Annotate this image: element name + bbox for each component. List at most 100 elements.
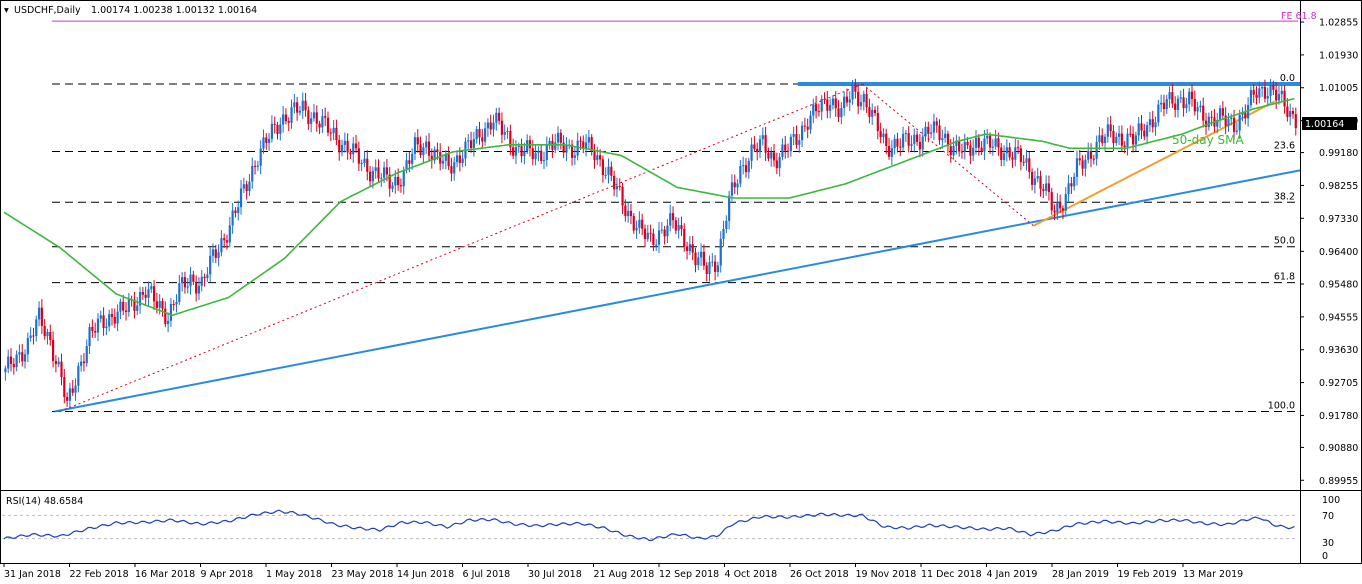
candle-body <box>873 109 877 114</box>
candle-body <box>270 123 273 139</box>
candle-body <box>747 160 750 173</box>
price-tick-label-1: 1.01930 <box>1319 50 1358 61</box>
candle-body <box>124 310 128 312</box>
candle-body <box>195 281 198 294</box>
candle-body <box>478 129 481 138</box>
candle-body <box>941 138 944 141</box>
date-tick-label-3: 9 Apr 2018 <box>201 569 254 580</box>
candle-body <box>203 276 206 279</box>
candle-body <box>624 205 627 217</box>
candle-body <box>127 299 130 312</box>
candle-body <box>66 397 69 401</box>
candle-body <box>778 156 781 169</box>
candle-body <box>68 388 72 401</box>
candle-body <box>974 137 978 148</box>
candle-body <box>666 225 669 237</box>
candle-body <box>775 160 778 169</box>
candle-body <box>986 135 989 139</box>
candle-body <box>1249 90 1253 105</box>
candle-body <box>141 291 144 295</box>
candle-body <box>742 165 745 167</box>
candle-body <box>851 84 854 100</box>
candle-body <box>113 316 116 324</box>
candle-body <box>343 140 346 145</box>
candle-body <box>988 135 992 148</box>
candle-body <box>23 354 27 362</box>
candle-body <box>845 96 849 103</box>
candle-body <box>138 291 142 306</box>
price-tick-label-6: 0.97330 <box>1319 214 1358 225</box>
candle-body <box>63 377 66 398</box>
candle-body <box>708 262 711 275</box>
candle-body <box>245 184 248 192</box>
candle-body <box>1039 176 1042 189</box>
candle-body <box>812 104 815 116</box>
candle-body <box>674 220 677 231</box>
candle-body <box>332 127 335 134</box>
candle-body <box>610 166 613 176</box>
candle-body <box>1123 145 1126 148</box>
candle-body <box>57 361 60 365</box>
candle-body <box>167 320 170 324</box>
candle-body <box>1182 97 1185 109</box>
candle-body <box>719 238 722 266</box>
candle-body <box>506 131 509 133</box>
candle-body <box>966 141 969 146</box>
candle-body <box>450 166 453 174</box>
fib-label-2: 38.2 <box>1274 191 1295 202</box>
candle-body <box>1042 188 1045 191</box>
candle-body <box>234 210 237 214</box>
candle-body <box>338 139 341 153</box>
candle-body <box>918 141 921 150</box>
candle-body <box>576 140 579 156</box>
candle-body <box>335 127 338 140</box>
candle-body <box>248 181 251 192</box>
candle-body <box>217 252 220 258</box>
candle-body <box>1230 117 1233 120</box>
price-tick-label-4: 0.99180 <box>1319 148 1358 159</box>
candle-body <box>214 249 217 258</box>
candle-body <box>756 148 759 153</box>
candle-body <box>694 252 697 266</box>
candle-body <box>1199 105 1202 108</box>
candle-body <box>997 138 1000 148</box>
candle-body <box>593 150 596 161</box>
candle-body <box>635 227 638 231</box>
candle-body <box>1263 86 1267 99</box>
candle-body <box>147 289 150 298</box>
candle-body <box>1275 89 1278 101</box>
candle-body <box>781 144 784 157</box>
candle-body <box>242 184 245 189</box>
candle-body <box>784 144 787 151</box>
candle-body <box>321 116 324 128</box>
candle-body <box>1101 135 1104 144</box>
candle-body <box>837 108 840 118</box>
sma-annotation: 50-day SMA <box>1172 133 1244 147</box>
candle-body <box>848 99 851 103</box>
candle-body <box>921 136 924 150</box>
candle-body <box>357 148 360 164</box>
candle-body <box>983 138 986 152</box>
candle-body <box>744 165 748 173</box>
candle-body <box>927 126 930 134</box>
candle-body <box>489 122 492 130</box>
candle-body <box>910 143 913 146</box>
candle-body <box>43 325 46 337</box>
candle-body <box>312 112 316 119</box>
price-tick-label-5: 0.98255 <box>1319 181 1358 192</box>
candle-body <box>475 129 478 140</box>
candle-body <box>46 331 49 337</box>
candle-body <box>615 185 619 190</box>
candle-body <box>99 315 102 319</box>
candle-body <box>18 352 21 355</box>
candle-body <box>512 147 515 156</box>
candle-body <box>37 307 41 320</box>
candle-body <box>413 137 417 154</box>
candle-body <box>795 133 798 145</box>
candle-body <box>641 219 644 229</box>
candle-body <box>239 188 243 208</box>
candle-body <box>200 276 203 286</box>
candle-body <box>1073 176 1076 187</box>
candle-body <box>798 140 801 145</box>
trendline-retracement_up <box>59 83 863 412</box>
